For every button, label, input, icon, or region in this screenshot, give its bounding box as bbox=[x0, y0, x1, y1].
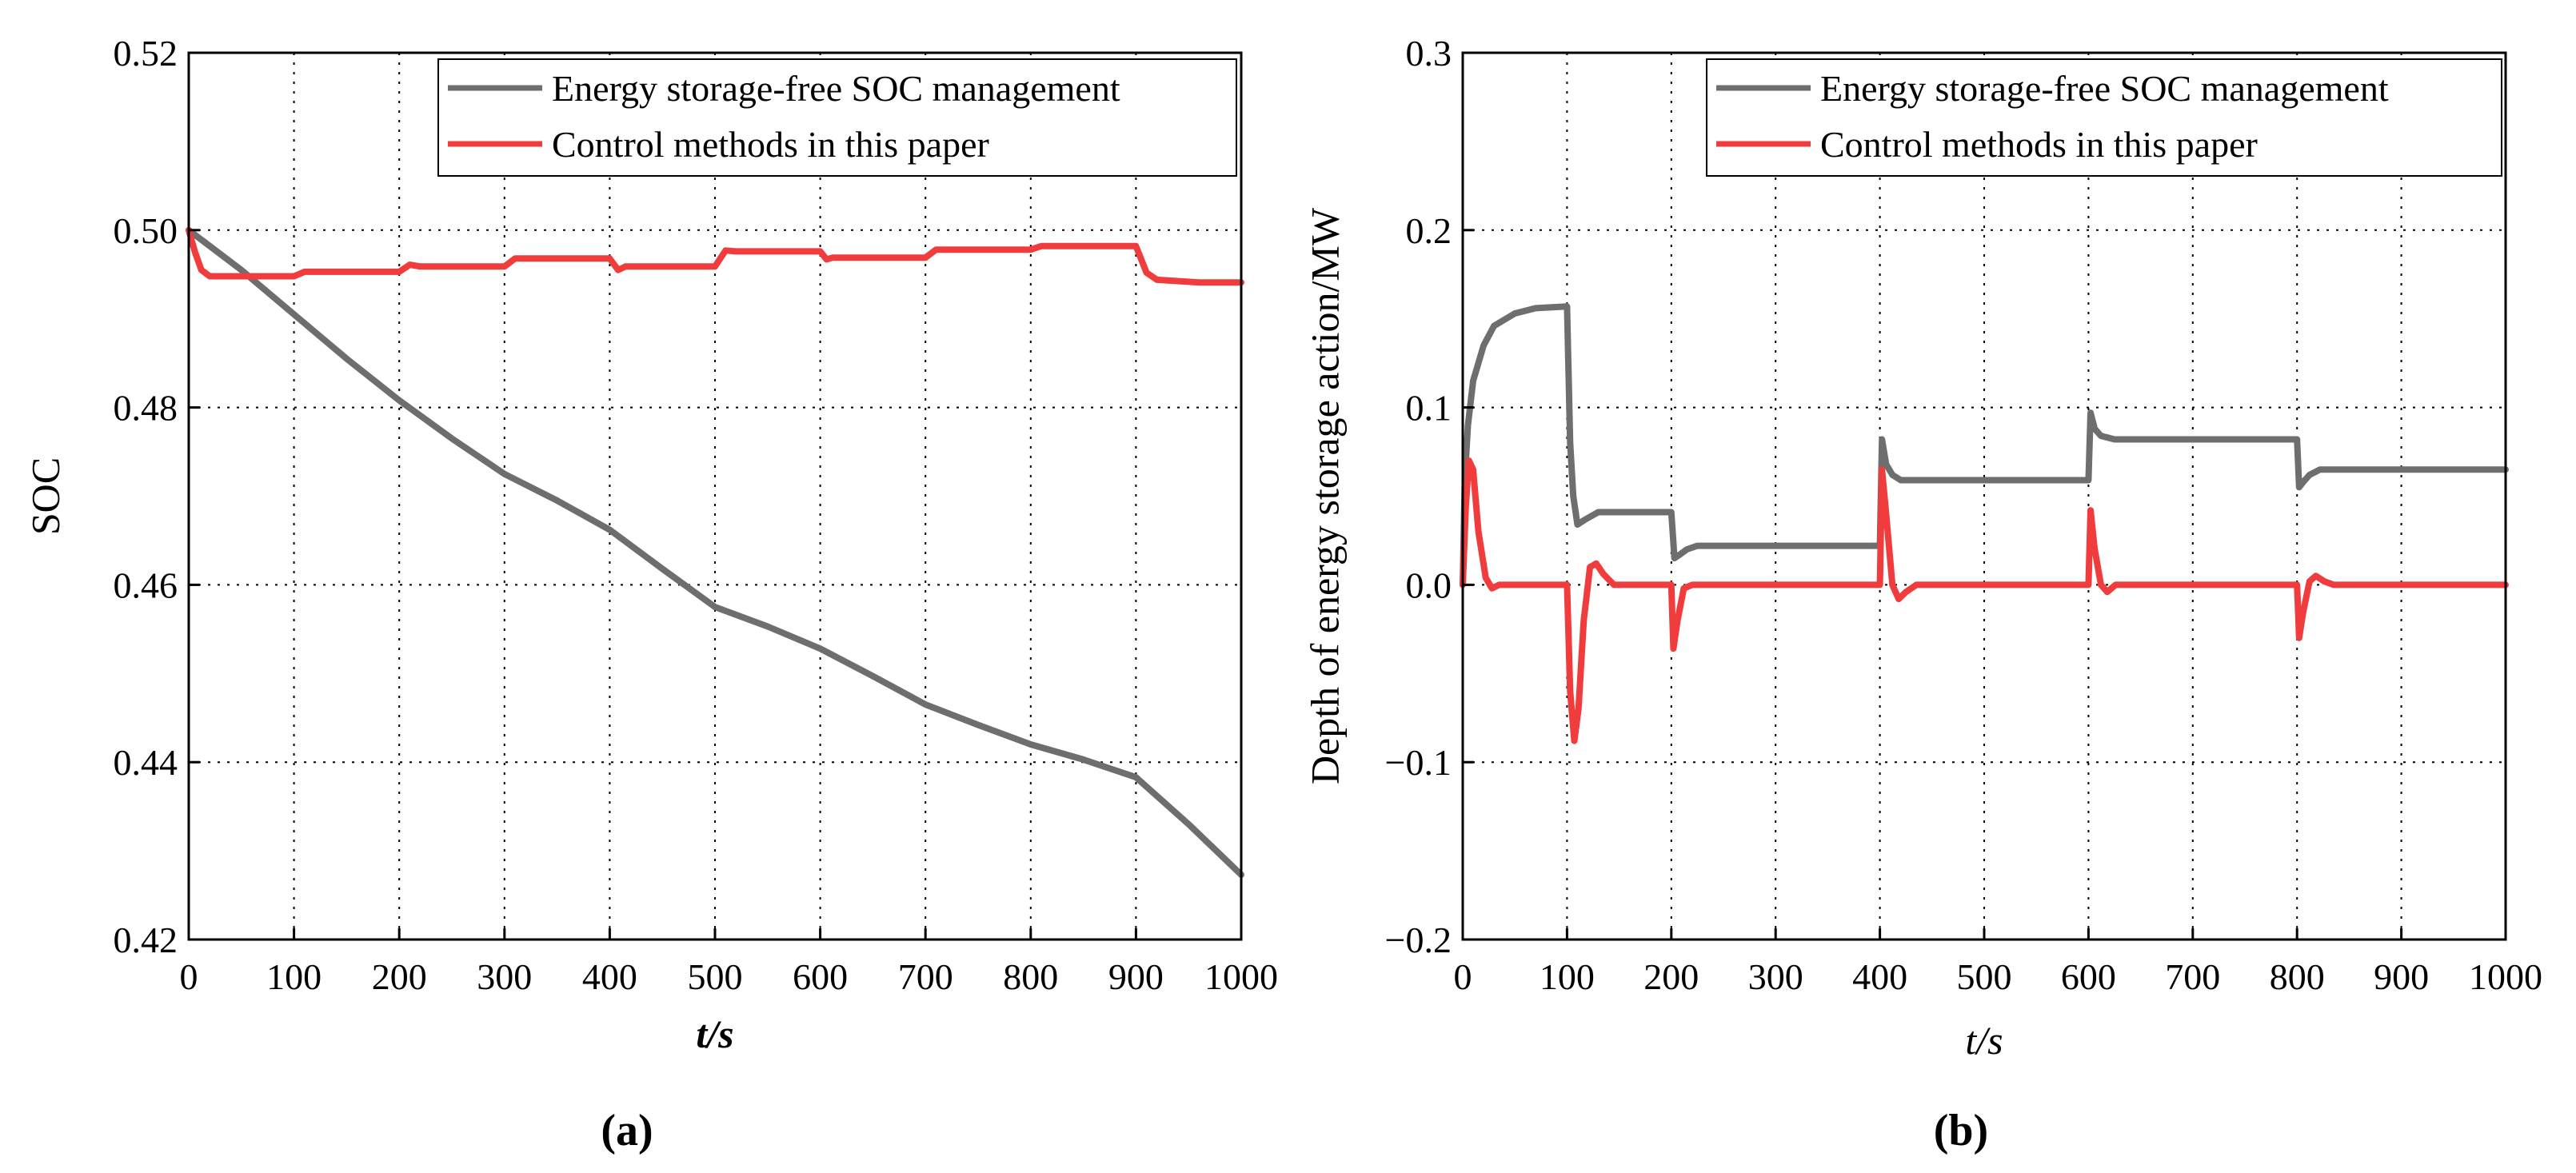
y-axis-label-b: Depth of energy storage action/MW bbox=[1302, 207, 1347, 784]
y-tick-label-b-0: −0.2 bbox=[1385, 920, 1452, 960]
y-tick-label-a-3: 0.48 bbox=[114, 388, 178, 429]
legend-entry-a-1: Control methods in this paper bbox=[552, 124, 989, 165]
x-tick-label-a-1: 100 bbox=[266, 956, 322, 997]
chart-panel-a: 0 100 200 300 400 500 600 700 800 900 1000 0.420.4… bbox=[22, 33, 1278, 1155]
y-tick-label-a-2: 0.46 bbox=[114, 565, 178, 605]
x-tick-label-b-2: 200 bbox=[1643, 956, 1699, 997]
y-tick-label-b-3: 0.1 bbox=[1406, 388, 1452, 429]
series-line-a-0 bbox=[186, 226, 1244, 878]
x-tick-label-b-9: 900 bbox=[2374, 956, 2429, 997]
y-tick-label-a-5: 0.52 bbox=[114, 33, 178, 74]
x-tick-labels-a: 0 100 200 300 400 500 600 700 800 900 1000 bbox=[180, 956, 1279, 997]
x-tick-label-b-5: 500 bbox=[1957, 956, 2012, 997]
y-tick-label-a-4: 0.50 bbox=[114, 210, 178, 251]
legend-b: Energy storage-free SOC management Contr… bbox=[1706, 58, 2502, 177]
legend-a: Energy storage-free SOC management Contr… bbox=[437, 58, 1237, 177]
legend-entry-b-1: Control methods in this paper bbox=[1820, 124, 2258, 165]
y-tick-label-a-0: 0.42 bbox=[114, 920, 178, 960]
panel-label-b: (b) bbox=[1934, 1106, 1988, 1155]
tick-marks-a bbox=[187, 51, 1243, 941]
x-axis-label-a: t/s bbox=[696, 1011, 733, 1056]
x-tick-label-a-3: 300 bbox=[477, 956, 532, 997]
series-line-a-1 bbox=[186, 226, 1244, 286]
legend-entry-b-0: Energy storage-free SOC management bbox=[1820, 68, 2389, 109]
x-tick-label-b-8: 800 bbox=[2270, 956, 2325, 997]
x-tick-label-a-7: 700 bbox=[898, 956, 953, 997]
x-tick-label-b-7: 700 bbox=[2165, 956, 2220, 997]
x-tick-label-a-5: 500 bbox=[688, 956, 743, 997]
series-line-b-1 bbox=[1460, 457, 2509, 744]
chart-panel-b: 0 100 200 300 400 500 600 700 800 900 1000 −0.2−0.… bbox=[1302, 33, 2542, 1155]
legend-entry-a-0: Energy storage-free SOC management bbox=[552, 68, 1120, 109]
x-axis-label-b: t/s bbox=[1965, 1018, 2003, 1063]
x-tick-label-b-0: 0 bbox=[1454, 956, 1472, 997]
y-tick-labels-a: 0.42 0.44 0.46 0.48 0.50 0.52 bbox=[114, 33, 178, 960]
series-group-b bbox=[1460, 303, 2509, 744]
x-tick-label-b-4: 400 bbox=[1852, 956, 1907, 997]
x-tick-label-a-8: 800 bbox=[1003, 956, 1058, 997]
panel-label-a: (a) bbox=[601, 1106, 653, 1155]
x-tick-label-b-10: 1000 bbox=[2469, 956, 2542, 997]
x-tick-labels-b: 0 100 200 300 400 500 600 700 800 900 1000 bbox=[1454, 956, 2543, 997]
x-tick-label-b-6: 600 bbox=[2061, 956, 2116, 997]
y-tick-label-b-1: −0.1 bbox=[1385, 742, 1452, 783]
series-group-a bbox=[186, 226, 1244, 878]
y-axis-label-a: SOC bbox=[22, 457, 67, 535]
x-tick-label-a-2: 200 bbox=[372, 956, 427, 997]
series-line-b-0 bbox=[1460, 303, 2509, 588]
x-tick-label-a-9: 900 bbox=[1108, 956, 1164, 997]
tick-marks-b bbox=[1461, 51, 2507, 941]
y-tick-label-b-2: 0.0 bbox=[1406, 565, 1452, 605]
x-tick-label-b-3: 300 bbox=[1748, 956, 1803, 997]
x-tick-label-a-6: 600 bbox=[793, 956, 848, 997]
x-tick-label-a-10: 1000 bbox=[1204, 956, 1278, 997]
y-tick-labels-b: −0.2 −0.1 0.0 0.1 0.2 0.3 bbox=[1385, 33, 1452, 960]
x-tick-label-a-0: 0 bbox=[180, 956, 198, 997]
legend-box-a bbox=[437, 58, 1237, 177]
x-tick-label-b-1: 100 bbox=[1540, 956, 1595, 997]
legend-box-b bbox=[1706, 58, 2502, 177]
y-tick-label-b-5: 0.3 bbox=[1406, 33, 1452, 74]
grid-b bbox=[1463, 53, 2506, 940]
y-tick-label-a-1: 0.44 bbox=[114, 742, 178, 783]
grid-a bbox=[189, 53, 1241, 940]
y-tick-label-b-4: 0.2 bbox=[1406, 210, 1452, 251]
x-tick-label-a-4: 400 bbox=[582, 956, 637, 997]
